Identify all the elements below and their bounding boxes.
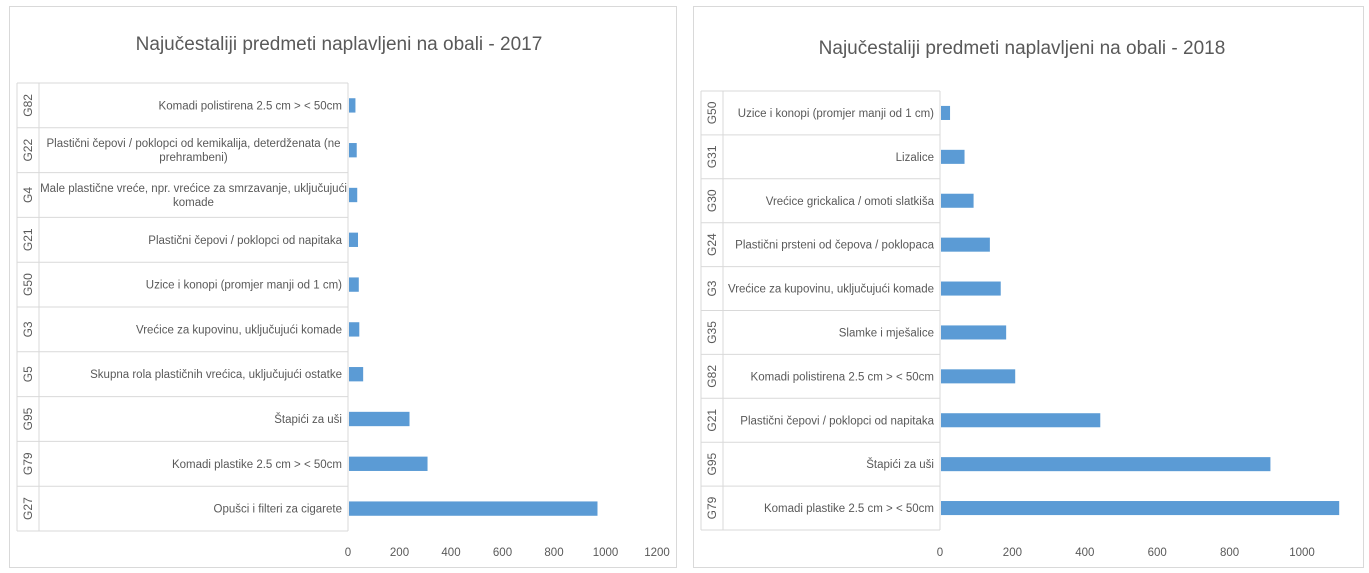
category-label: Štapići za uši [274,413,342,426]
bar-g27 [349,501,598,516]
x-tick-label: 1000 [593,547,619,559]
bar-g22 [349,143,357,158]
bar-g35 [941,325,1007,340]
category-code-g82: G82 [705,365,719,388]
category-label: Komadi polistirena 2.5 cm > < 50cm [751,371,934,383]
bar-g82 [941,369,1016,384]
category-code-g21: G21 [21,228,35,251]
category-label: Komadi plastike 2.5 cm > < 50cm [764,503,934,515]
category-label: Lizalice [896,152,934,164]
category-label: Plastični čepovi / poklopci od kemikalij… [46,138,340,150]
x-tick-label: 200 [1003,547,1022,559]
category-code-g50: G50 [21,273,35,296]
bar-chart-2017: Najučestaliji predmeti naplavljeni na ob… [16,34,670,559]
bar-g21 [349,232,359,247]
category-code-g95: G95 [21,407,35,430]
x-tick-label: 200 [390,547,409,559]
x-tick-label: 800 [1220,547,1239,559]
category-label: Komadi polistirena 2.5 cm > < 50cm [159,100,342,112]
bar-g3 [941,281,1001,296]
x-tick-label: 400 [441,547,460,559]
category-label: Štapići za uši [866,458,934,471]
category-label: Vrećice grickalica / omoti slatkiša [766,196,935,208]
category-label: Uzice i konopi (promjer manji od 1 cm) [146,280,342,292]
bar-g82 [349,98,356,113]
bar-g4 [349,187,358,203]
category-code-g3: G3 [21,321,35,337]
category-code-g79: G79 [21,452,35,475]
category-label: Plastični čepovi / poklopci od napitaka [740,415,934,427]
category-label: Plastični prsteni od čepova / poklopaca [735,240,934,252]
category-label: prehrambeni) [159,152,228,164]
bar-g24 [941,237,990,252]
bar-g30 [941,193,974,208]
category-label: Skupna rola plastičnih vrećica, uključuj… [90,369,342,381]
x-tick-label: 0 [937,547,943,559]
category-label: komade [173,197,214,209]
category-label: Vrećice za kupovinu, uključujući komade [728,284,934,296]
bar-g50 [349,277,359,292]
category-code-g82: G82 [21,94,35,117]
category-code-g4: G4 [21,187,35,203]
bar-g3 [349,322,360,337]
bar-g95 [349,411,410,427]
x-tick-label: 1200 [644,547,670,559]
category-label: Male plastične vreće, npr. vrećice za sm… [40,183,347,195]
category-code-g24: G24 [705,233,719,256]
bar-g21 [941,413,1101,428]
bar-g95 [941,457,1271,472]
category-code-g3: G3 [705,280,719,296]
category-code-g27: G27 [21,497,35,520]
x-tick-label: 1000 [1289,547,1315,559]
category-label: Komadi plastike 2.5 cm > < 50cm [172,459,342,471]
category-code-g5: G5 [21,366,35,382]
category-code-g31: G31 [705,145,719,168]
bar-chart-2018: Najučestaliji predmeti naplavljeni na ob… [700,38,1340,559]
bar-g31 [941,149,965,164]
category-label: Opušci i filteri za cigarete [214,504,342,516]
category-code-g30: G30 [705,189,719,212]
x-tick-label: 400 [1075,547,1094,559]
chart-panel-2017: Najučestaliji predmeti naplavljeni na ob… [9,6,677,568]
bar-g5 [349,367,364,382]
bar-g79 [349,456,428,471]
x-tick-label: 800 [544,547,563,559]
category-code-g35: G35 [705,321,719,344]
x-tick-label: 0 [345,547,351,559]
category-code-g22: G22 [21,139,35,162]
category-label: Slamke i mješalice [839,327,934,339]
chart-title-2017: Najučestaliji predmeti naplavljeni na ob… [136,34,543,55]
x-tick-label: 600 [493,547,512,559]
category-label: Uzice i konopi (promjer manji od 1 cm) [738,108,934,120]
bar-g50 [941,105,951,120]
bar-g79 [941,501,1340,516]
category-code-g79: G79 [705,496,719,519]
category-code-g50: G50 [705,101,719,124]
category-code-g95: G95 [705,452,719,475]
category-label: Plastični čepovi / poklopci od napitaka [148,235,342,247]
chart-panel-2018: Najučestaliji predmeti naplavljeni na ob… [693,6,1364,568]
category-code-g21: G21 [705,409,719,432]
chart-title-2018: Najučestaliji predmeti naplavljeni na ob… [819,38,1226,59]
category-label: Vrećice za kupovinu, uključujući komade [136,324,342,336]
x-tick-label: 600 [1148,547,1167,559]
